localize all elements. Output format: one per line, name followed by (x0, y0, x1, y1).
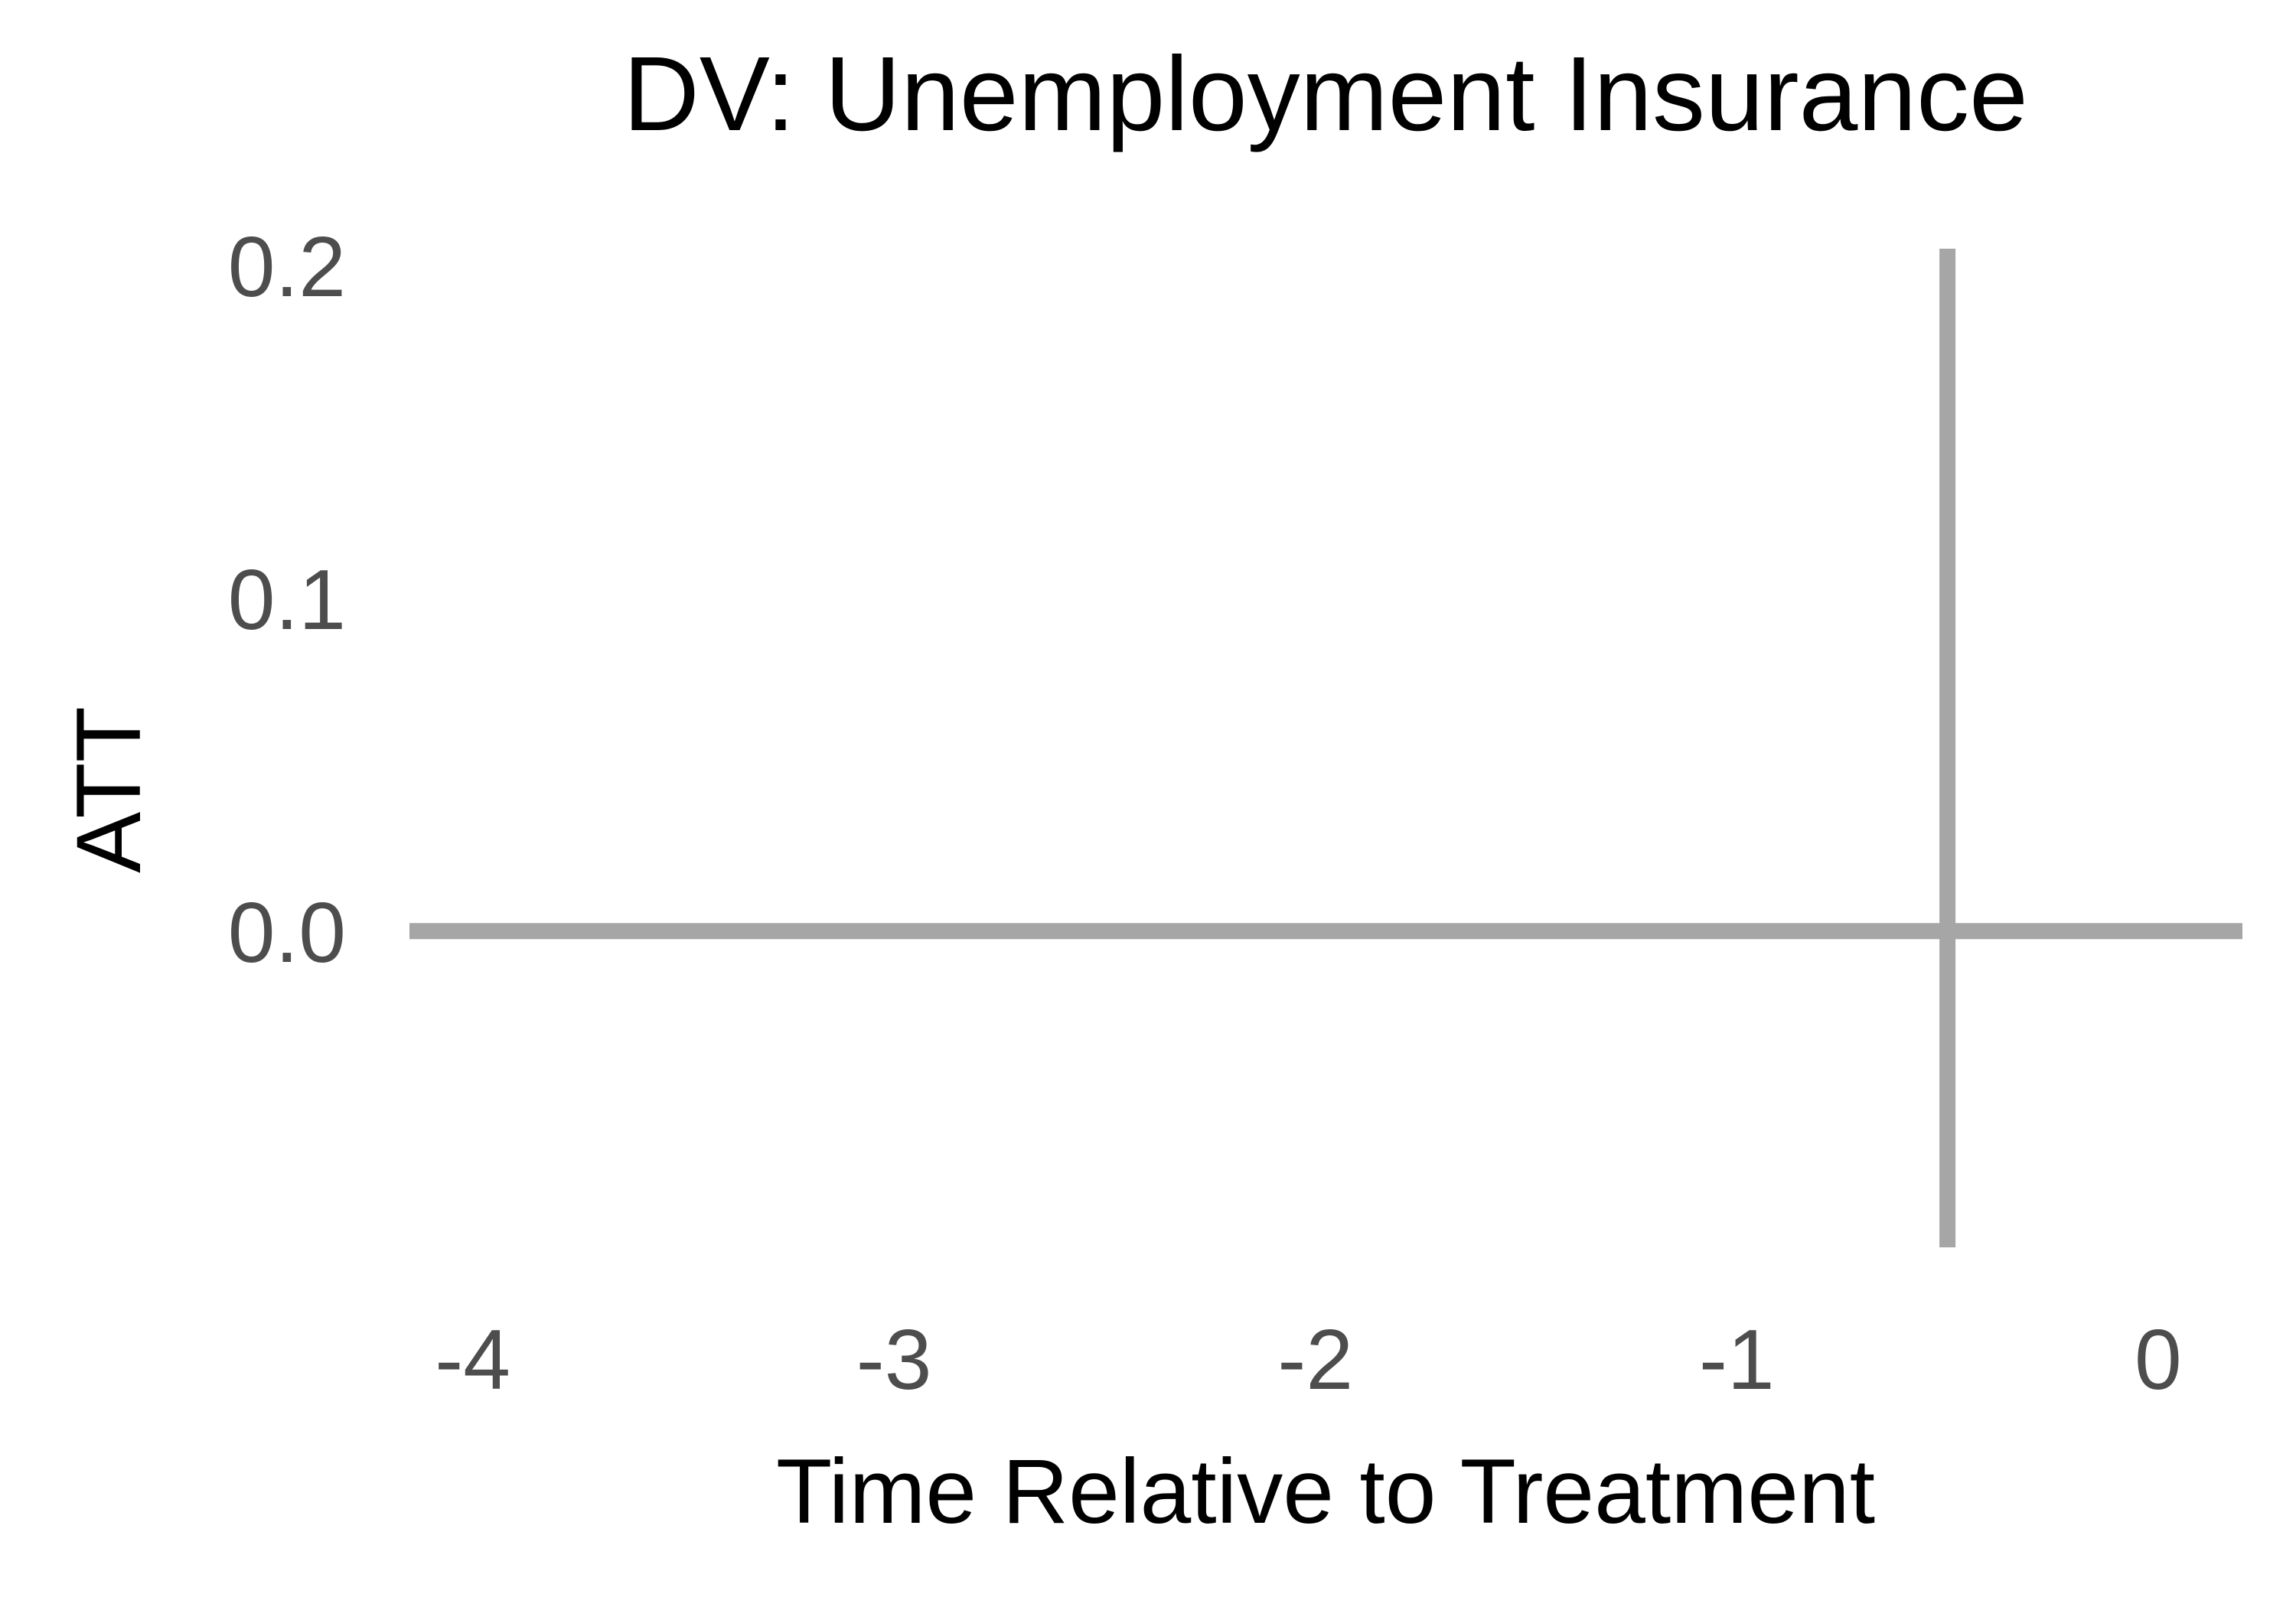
y-tick-label: 0.0 (228, 885, 346, 980)
x-axis-title: Time Relative to Treatment (776, 1440, 1875, 1543)
x-tick-label: -4 (435, 1312, 510, 1407)
y-tick-label: 0.1 (228, 553, 346, 647)
x-tick-label: -2 (1277, 1312, 1353, 1407)
y-tick-label: 0.2 (228, 220, 346, 315)
chart-title: DV: Unemployment Insurance (623, 35, 2028, 153)
plot-area (409, 249, 2242, 1247)
x-tick-label: 0 (2135, 1312, 2182, 1407)
y-axis-title: ATT (57, 706, 160, 873)
y-axis-ticks: 0.0 0.1 0.2 (228, 220, 346, 980)
x-axis-ticks: -4 -3 -2 -1 0 (435, 1312, 2182, 1407)
x-tick-label: -3 (856, 1312, 932, 1407)
x-tick-label: -1 (1699, 1312, 1775, 1407)
